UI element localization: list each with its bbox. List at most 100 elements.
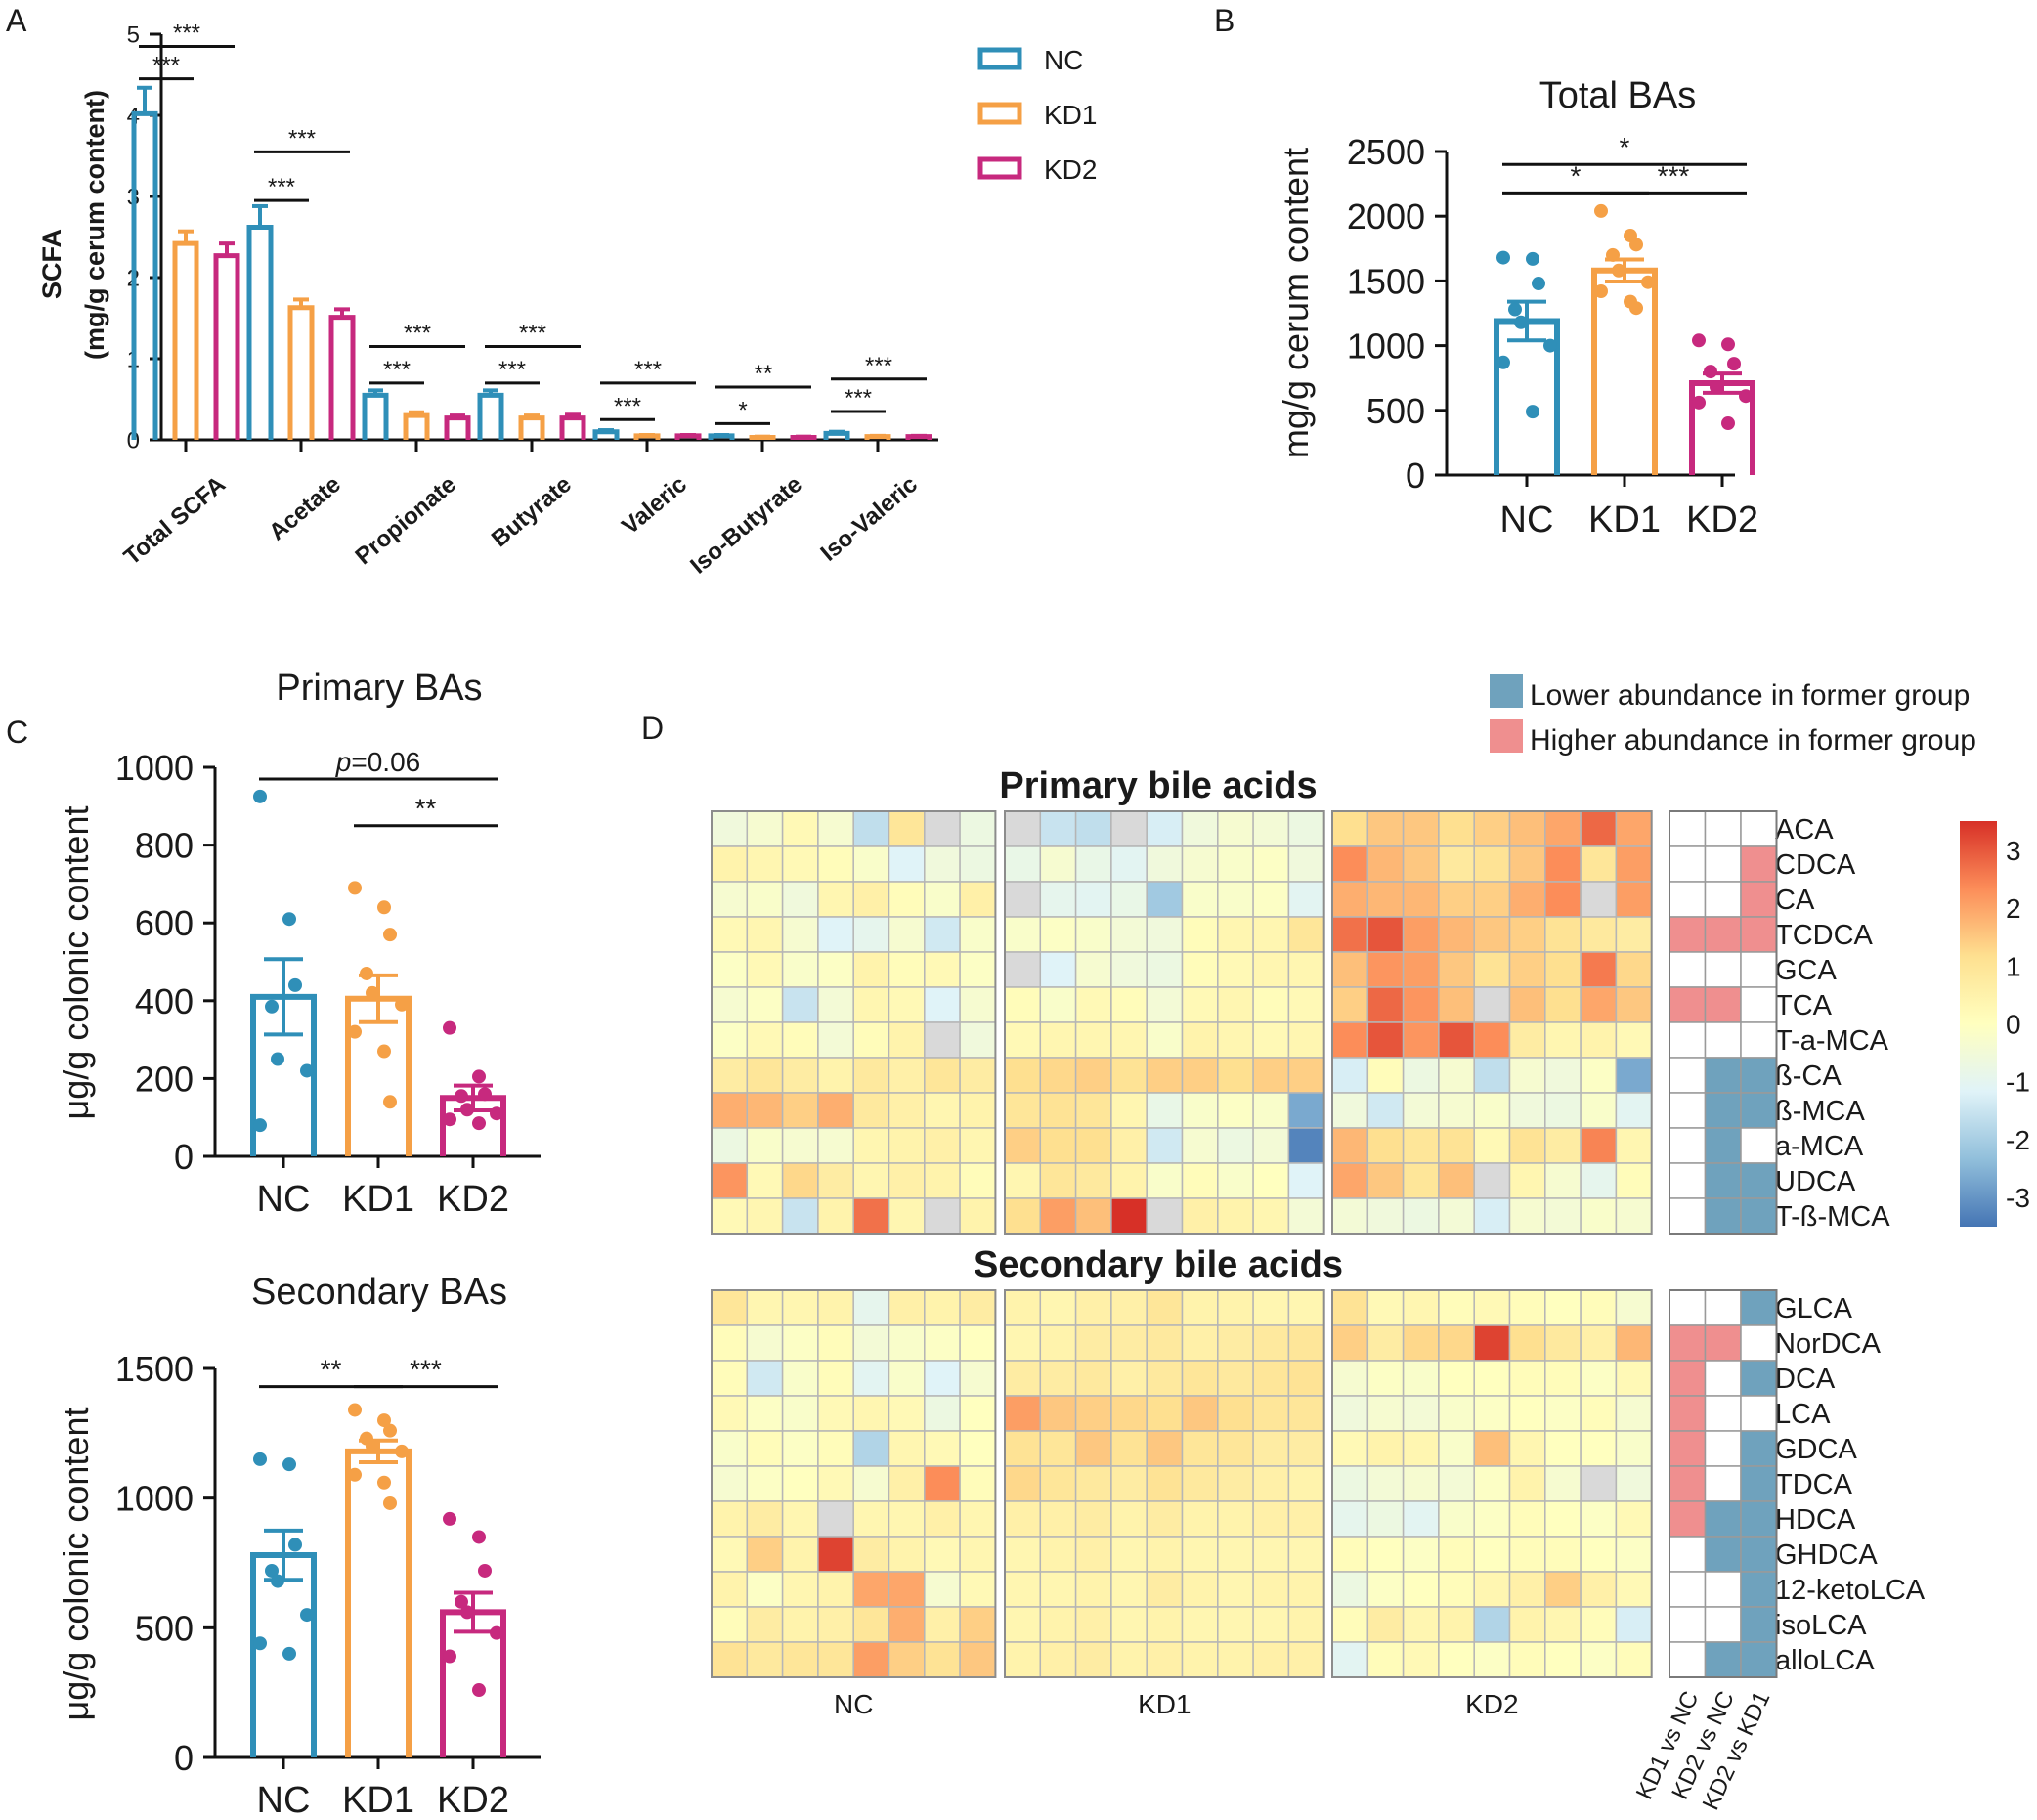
comparison-cell <box>1704 1197 1742 1235</box>
heatmap-cell <box>1110 1127 1148 1164</box>
heatmap-cell <box>1580 1092 1618 1129</box>
heatmap-cell <box>1331 1606 1369 1643</box>
heatmap-cell <box>1544 1641 1582 1678</box>
heatmap-cell <box>746 1324 784 1362</box>
heatmap-cell <box>1366 1641 1405 1678</box>
heatmap-cell <box>1402 1500 1440 1538</box>
y-axis-label: μg/g colonic content <box>56 806 96 1120</box>
heatmap-cell <box>1438 1395 1475 1432</box>
heatmap-cell <box>1074 1500 1112 1538</box>
heatmap-cell <box>1287 1324 1325 1362</box>
heatmap-cell <box>959 1360 997 1397</box>
heatmap-cell <box>1615 1162 1653 1199</box>
heatmap-cell <box>781 1162 819 1199</box>
heatmap-cell <box>1074 1360 1112 1397</box>
heatmap-cell <box>1402 1641 1440 1678</box>
comparison-cell <box>1704 986 1742 1023</box>
heatmap-cell <box>1181 881 1219 918</box>
data-point <box>1641 275 1655 289</box>
data-point <box>1508 302 1522 317</box>
heatmap-cell <box>959 845 997 883</box>
significance-marker-label: *** <box>404 321 431 347</box>
heatmap-cell <box>1473 1641 1511 1678</box>
heatmap-cell <box>746 1162 784 1199</box>
heatmap-cell <box>1146 1571 1184 1608</box>
heatmap-cell <box>1544 1536 1582 1573</box>
data-point <box>490 1106 503 1121</box>
row-label: ß-CA <box>1775 1061 1842 1092</box>
legend-swatch-higher <box>1490 719 1523 753</box>
heatmap-cell <box>1110 810 1148 847</box>
heatmap-group-border <box>1004 1289 1325 1678</box>
heatmap-cell <box>924 1641 961 1678</box>
heatmap-cell <box>1287 1430 1325 1467</box>
bar-kd1 <box>345 1448 412 1757</box>
heatmap-cell <box>1039 1536 1077 1573</box>
heatmap-cell <box>1402 1324 1440 1362</box>
heatmap-cell <box>1217 1430 1254 1467</box>
row-label: NorDCA <box>1775 1328 1882 1360</box>
heatmap-cell <box>746 845 784 883</box>
heatmap-cell <box>1402 810 1440 847</box>
heatmap-cell <box>817 1057 854 1094</box>
heatmap-cell <box>1217 1606 1254 1643</box>
heatmap-cell <box>1110 1057 1148 1094</box>
heatmap-cell <box>781 1395 819 1432</box>
heatmap-cell <box>1508 986 1546 1023</box>
heatmap-cell <box>924 1430 961 1467</box>
heatmap-cell <box>711 1430 749 1467</box>
heatmap-cell <box>1473 1536 1511 1573</box>
heatmap-cell <box>924 1162 961 1199</box>
heatmap-cell <box>1544 1500 1582 1538</box>
y-tick-label: 0 <box>174 1137 194 1177</box>
heatmap-cell <box>817 1127 854 1164</box>
significance-marker-label: *** <box>519 321 546 347</box>
heatmap-cell <box>1473 1324 1511 1362</box>
heatmap-cell <box>1615 810 1653 847</box>
heatmap-cell <box>1252 1289 1290 1326</box>
heatmap-group-border <box>1331 1289 1653 1678</box>
y-tick-label: 2000 <box>1347 196 1425 237</box>
heatmap-cell <box>1287 1360 1325 1397</box>
heatmap-cell <box>1402 845 1440 883</box>
heatmap-cell <box>1039 951 1077 988</box>
data-point <box>348 1024 362 1039</box>
data-point <box>1704 365 1717 379</box>
heatmap-cell <box>1146 1324 1184 1362</box>
heatmap-cell <box>1287 1465 1325 1502</box>
data-point <box>366 985 379 1000</box>
row-label: UDCA <box>1775 1166 1856 1197</box>
x-tick-label: KD1 <box>342 1179 414 1220</box>
data-point <box>472 1116 486 1131</box>
significance-label: p=0.06 <box>335 747 420 777</box>
heatmap-cell <box>1366 1092 1405 1129</box>
comparison-cell <box>1669 1057 1707 1094</box>
heatmap-cell <box>1004 1430 1042 1467</box>
heatmap-cell <box>1331 1162 1369 1199</box>
heatmap-cell <box>1544 1465 1582 1502</box>
heatmap-cell <box>1508 1289 1546 1326</box>
heatmap-cell <box>1181 916 1219 953</box>
legend-label: Lower abundance in former group <box>1530 679 1970 712</box>
heatmap-cell <box>1287 1057 1325 1094</box>
comparison-cell <box>1704 845 1742 883</box>
heatmap-cell <box>1402 986 1440 1023</box>
heatmap-cell <box>1181 1641 1219 1678</box>
heatmap-group-border <box>711 1289 997 1678</box>
heatmap-cell <box>1366 1162 1405 1199</box>
heatmap-cell <box>746 1057 784 1094</box>
heatmap-cell <box>888 1197 926 1235</box>
heatmap-cell <box>959 1606 997 1643</box>
data-point <box>1692 395 1706 410</box>
heatmap-cell <box>1508 1500 1546 1538</box>
heatmap-cell <box>1544 1197 1582 1235</box>
heatmap-cell <box>1508 1571 1546 1608</box>
colorbar-tick-label: -1 <box>2006 1067 2030 1098</box>
heatmap-cell <box>1438 1360 1475 1397</box>
heatmap-cell <box>1004 1571 1042 1608</box>
heatmap-cell <box>817 810 854 847</box>
heatmap-cell <box>1110 1289 1148 1326</box>
heatmap-cell <box>1544 881 1582 918</box>
heatmap-cell <box>924 1021 961 1059</box>
